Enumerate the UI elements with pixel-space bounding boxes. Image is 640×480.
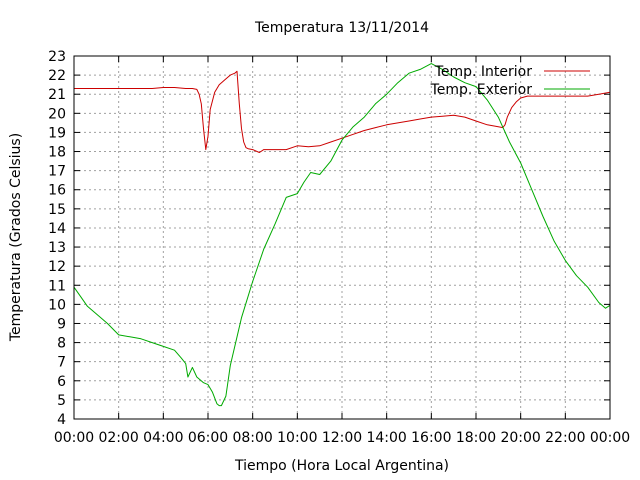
series-line-exterior <box>73 63 611 407</box>
tick-layer <box>73 55 611 420</box>
x-tick-label: 04:00 <box>143 430 183 446</box>
y-tick-label: 13 <box>48 240 66 256</box>
y-tick-label: 21 <box>48 87 66 103</box>
y-tick-label: 7 <box>57 355 66 371</box>
x-tick-label: 14:00 <box>366 430 406 446</box>
y-tick-label: 10 <box>48 297 66 313</box>
y-tick-label: 23 <box>48 49 66 65</box>
y-tick-label: 15 <box>48 202 66 218</box>
x-axis-title: Tiempo (Hora Local Argentina) <box>234 458 449 474</box>
y-tick-label: 5 <box>57 393 66 409</box>
legend: Temp. Interior Temp. Exterior <box>430 64 590 98</box>
x-tick-label: 12:00 <box>322 430 362 446</box>
y-tick-label: 19 <box>48 125 66 141</box>
y-axis-title: Temperatura (Grados Celsius) <box>8 133 24 342</box>
x-tick-label: 00:00 <box>54 430 94 446</box>
chart-title: Temperatura 13/11/2014 <box>254 20 429 36</box>
y-tick-label: 18 <box>48 145 66 161</box>
y-tick-label: 8 <box>57 336 66 352</box>
x-tick-label: 22:00 <box>545 430 585 446</box>
y-tick-label: 4 <box>57 412 66 428</box>
x-tick-label: 00:00 <box>590 430 630 446</box>
series-line-interior <box>74 70 611 153</box>
y-tick-label: 14 <box>48 221 66 237</box>
x-tick-label: 18:00 <box>456 430 496 446</box>
x-tick-label: 10:00 <box>277 430 317 446</box>
y-tick-label: 17 <box>48 164 66 180</box>
legend-label-interior: Temp. Interior <box>434 64 533 80</box>
y-tick-label: 11 <box>48 278 66 294</box>
x-tick-label: 08:00 <box>232 430 272 446</box>
x-tick-label: 16:00 <box>411 430 451 446</box>
y-tick-label: 6 <box>57 374 66 390</box>
y-tick-label: 16 <box>48 183 66 199</box>
x-tick-label: 06:00 <box>188 430 228 446</box>
y-tick-label: 20 <box>48 106 66 122</box>
legend-label-exterior: Temp. Exterior <box>430 82 533 98</box>
y-tick-label: 9 <box>57 316 66 332</box>
y-tick-label: 22 <box>48 68 66 84</box>
y-tick-label: 12 <box>48 259 66 275</box>
series-layer <box>73 63 611 407</box>
x-tick-label: 02:00 <box>98 430 138 446</box>
grid-layer <box>74 56 610 419</box>
x-tick-label: 20:00 <box>500 430 540 446</box>
